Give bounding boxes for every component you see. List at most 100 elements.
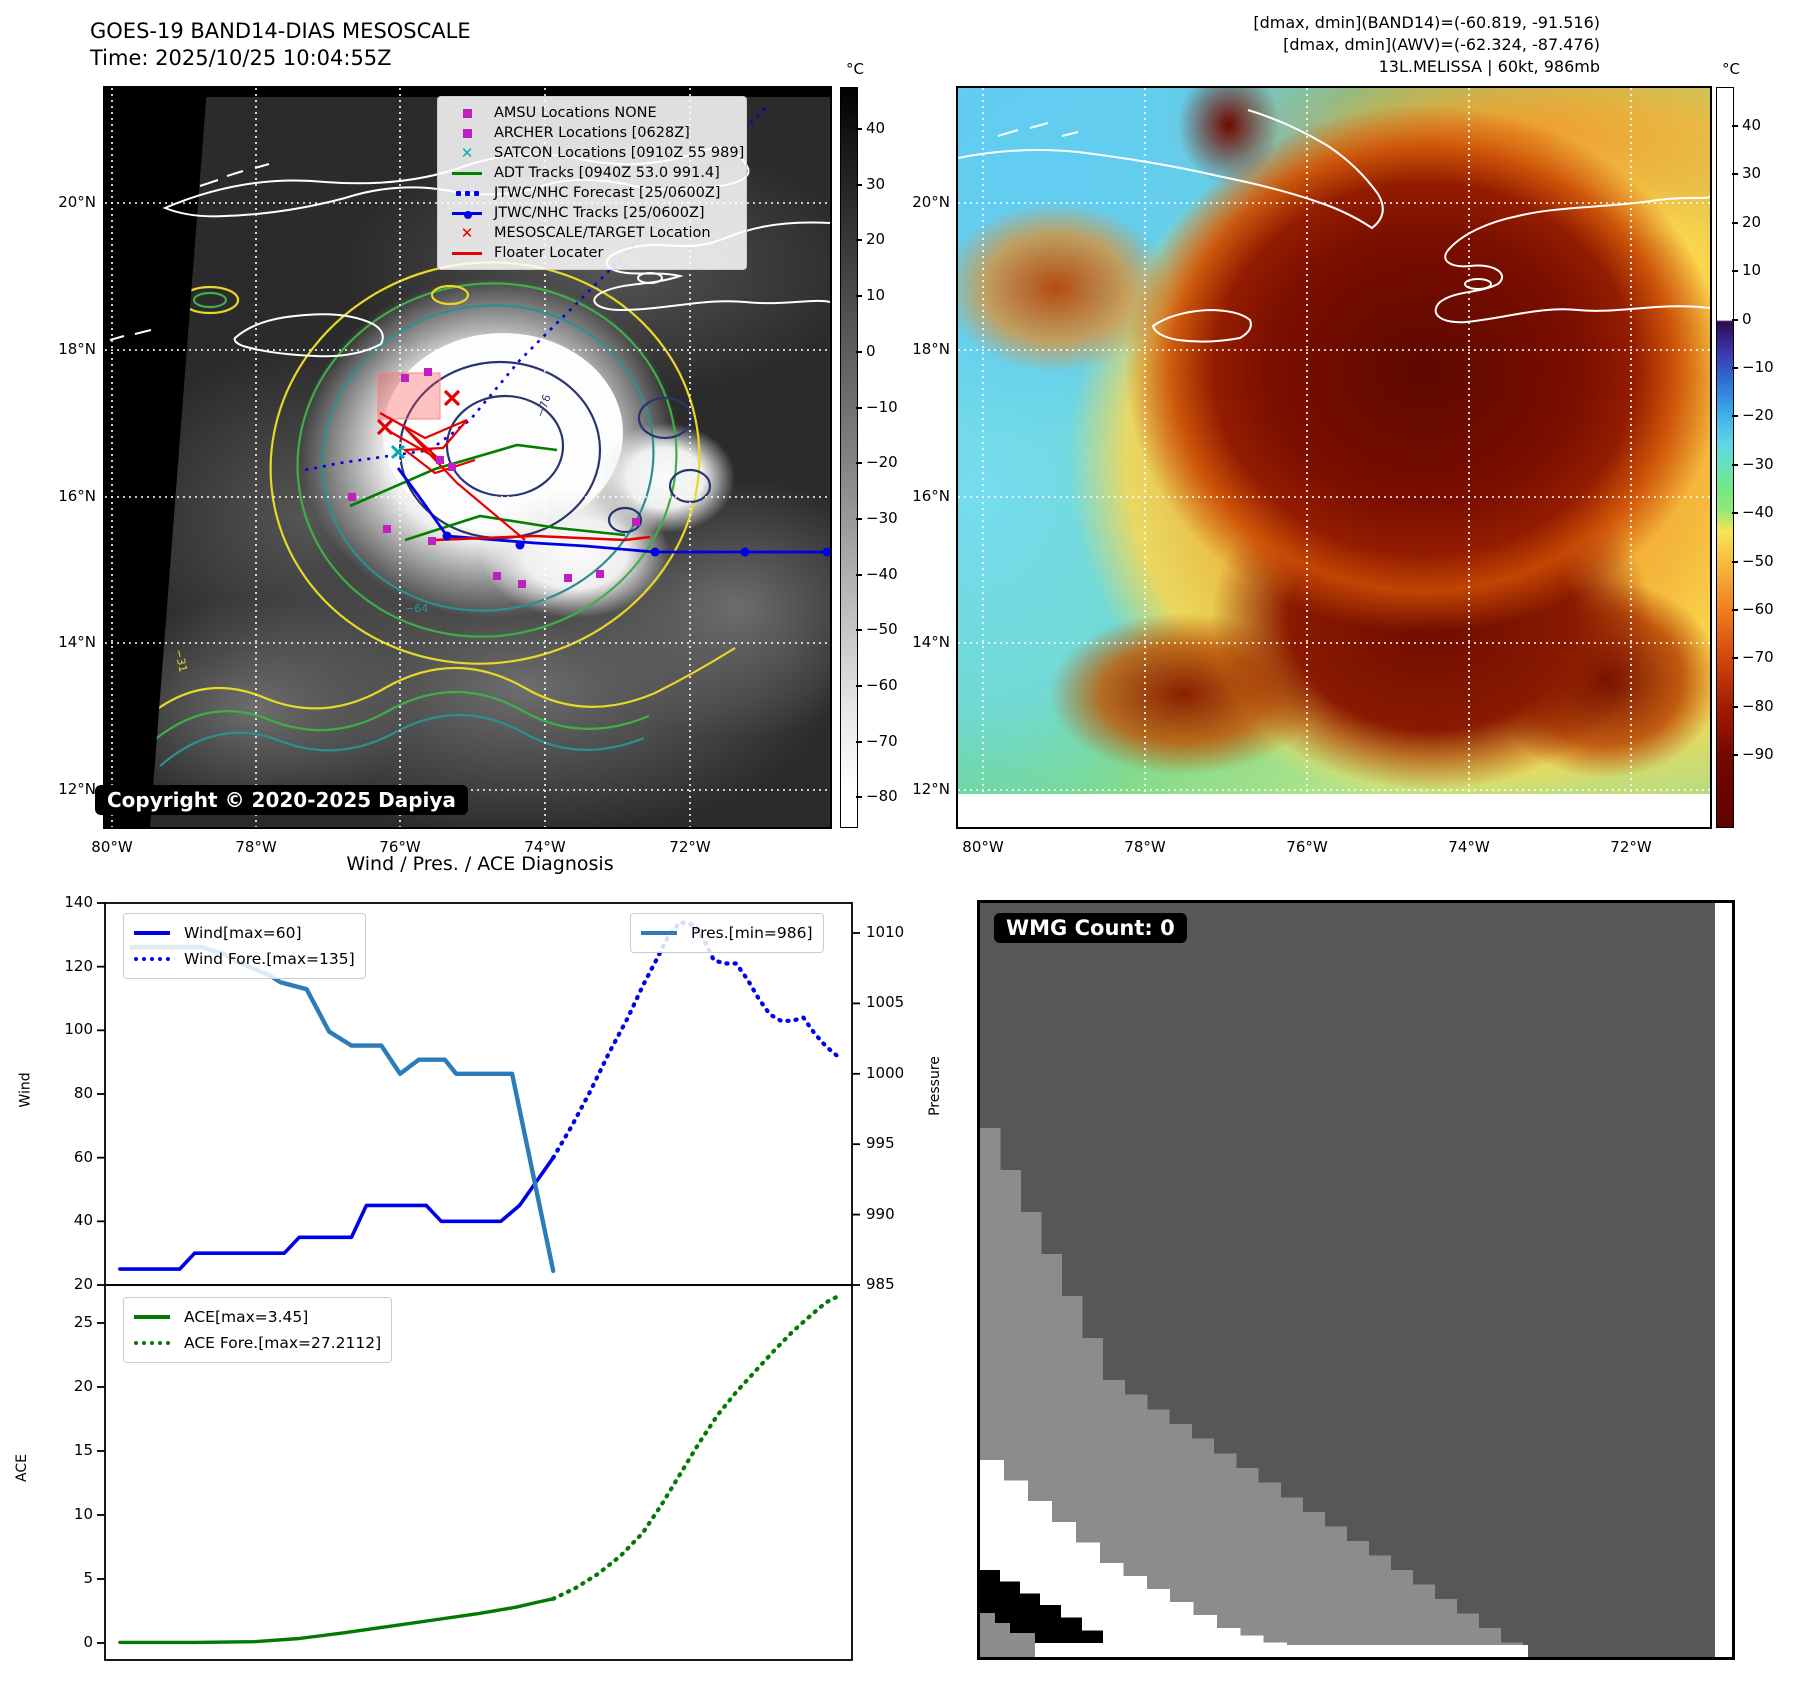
- awv-cbar-tick: 10: [1742, 261, 1762, 280]
- wind-ytick: 60: [73, 1147, 93, 1166]
- legend-row-amsu: AMSU Locations NONE: [448, 103, 736, 123]
- goes-cbar-tick-mark: [856, 128, 862, 130]
- awv-cbar-tick-mark: [1732, 415, 1738, 418]
- wind-ytick: 120: [64, 956, 93, 975]
- ace-fore-dotted-icon: [134, 1341, 174, 1345]
- charts-title: Wind / Pres. / ACE Diagnosis: [346, 853, 614, 875]
- satcon-marker: [390, 444, 406, 460]
- awv-cbar-tick: −50: [1742, 551, 1774, 570]
- awv-cbar-tick: −90: [1742, 745, 1774, 764]
- goes-cbar-tick-mark: [856, 517, 862, 520]
- awv-map-art: [958, 88, 1710, 827]
- lon-tick-left: 76°W: [379, 838, 421, 856]
- awv-cbar-tick: 20: [1742, 212, 1762, 231]
- legend-row-ace-fore: ACE Fore.[max=27.2112]: [134, 1330, 381, 1356]
- awv-cbar-tick-mark: [1732, 318, 1738, 321]
- awv-colorbar-unit: °C: [1722, 60, 1740, 78]
- goes-band14-map[interactable]: −76 −64 −31: [103, 86, 832, 829]
- lat-tick-right: 18°N: [912, 340, 950, 358]
- goes-cbar-tick: 10: [866, 286, 886, 305]
- awv-cbar-tick-mark: [1732, 754, 1738, 757]
- goes-cbar-tick-mark: [856, 629, 862, 632]
- adt-track: [349, 443, 558, 508]
- goes-cbar-tick: 20: [866, 230, 886, 249]
- goes-cbar-tick-mark: [856, 295, 862, 298]
- floater-line-icon: [448, 251, 486, 255]
- lat-tick-left: 16°N: [58, 487, 96, 505]
- series-ace-fore-max-: [551, 1292, 843, 1601]
- pressure-ytick: 990: [866, 1204, 895, 1223]
- awv-cbar-tick-mark: [1732, 221, 1738, 224]
- legend-row-pres: Pres.[min=986]: [641, 920, 813, 946]
- goes-map-legend: AMSU Locations NONE ARCHER Locations [06…: [437, 96, 747, 270]
- ace-line-icon: [134, 1315, 174, 1319]
- legend-row-satcon: ✕ SATCON Locations [0910Z 55 989]: [448, 143, 745, 163]
- lon-tick-left: 80°W: [91, 838, 133, 856]
- forecast-dotted-icon: [448, 190, 486, 196]
- dmax-awv: [dmax, dmin](AWV)=(-62.324, -87.476): [1283, 35, 1600, 54]
- pressure-ytick: 1005: [866, 993, 905, 1012]
- lat-tick-left: 18°N: [58, 340, 96, 358]
- awv-color-map[interactable]: [956, 86, 1712, 829]
- awv-cbar-tick: −40: [1742, 503, 1774, 522]
- pressure-ytick: 1000: [866, 1063, 905, 1082]
- goes-cbar-tick: −80: [866, 787, 898, 806]
- wmg-panel[interactable]: [977, 900, 1735, 1660]
- goes-cbar-tick: 40: [866, 119, 886, 137]
- wind-ytick: 100: [64, 1020, 93, 1039]
- awv-cbar-tick-mark: [1732, 463, 1738, 466]
- legend-row-adt: ADT Tracks [0940Z 53.0 991.4]: [448, 163, 736, 183]
- contour-label-mid: −64: [405, 602, 428, 615]
- pressure-ytick: 985: [866, 1275, 895, 1293]
- legend-row-forecast: JTWC/NHC Forecast [25/0600Z]: [448, 183, 736, 203]
- satcon-x-icon: ✕: [460, 144, 474, 162]
- amsu-square-icon: [448, 108, 486, 118]
- lat-tick-right: 12°N: [912, 780, 950, 798]
- legend-row-wind-fore: Wind Fore.[max=135]: [134, 946, 355, 972]
- awv-cbar-tick: −30: [1742, 454, 1774, 473]
- goes-cbar-tick-mark: [856, 183, 862, 186]
- wind-axis-label: Wind: [17, 1072, 34, 1108]
- pres-line-icon: [641, 931, 681, 935]
- ace-axis-label: ACE: [13, 1454, 30, 1482]
- awv-header-block: [dmax, dmin](BAND14)=(-60.819, -91.516) …: [1253, 12, 1600, 78]
- legend-row-archer: ARCHER Locations [0628Z]: [448, 123, 736, 143]
- legend-row-floater: Floater Locater: [448, 243, 736, 263]
- lon-tick-right: 72°W: [1610, 838, 1652, 856]
- wind-ytick: 80: [73, 1084, 93, 1102]
- series-ace-max-: [118, 1597, 555, 1645]
- pressure-ytick: 1010: [866, 923, 905, 941]
- ace-ytick: 0: [83, 1633, 93, 1651]
- lat-tick-left: 14°N: [58, 633, 96, 651]
- copyright-badge: Copyright © 2020-2025 Dapiya: [95, 785, 468, 815]
- legend-row-wind: Wind[max=60]: [134, 920, 355, 946]
- ace-ytick: 20: [73, 1377, 93, 1395]
- lon-tick-right: 74°W: [1448, 838, 1490, 856]
- wind-ytick: 140: [64, 893, 93, 911]
- mesoscale-target-markers: [376, 389, 461, 436]
- lat-tick-right: 16°N: [912, 487, 950, 505]
- ace-ytick: 5: [83, 1569, 93, 1587]
- ace-ytick: 15: [73, 1441, 93, 1459]
- wind-ytick: 20: [73, 1275, 93, 1293]
- awv-cbar-tick: 0: [1742, 309, 1752, 328]
- storm-id: 13L.MELISSA | 60kt, 986mb: [1378, 57, 1600, 76]
- awv-cbar-tick: −80: [1742, 696, 1774, 715]
- lon-tick-right: 80°W: [962, 838, 1004, 856]
- goes-cbar-tick: −50: [866, 620, 898, 639]
- goes-cbar-tick: −10: [866, 397, 898, 416]
- goes-cbar-tick-mark: [856, 462, 862, 465]
- goes-cbar-tick: 30: [866, 174, 886, 193]
- lat-tick-right: 14°N: [912, 633, 950, 651]
- adt-line-icon: [448, 171, 486, 175]
- awv-cbar-tick-mark: [1732, 657, 1738, 660]
- tracks: [304, 107, 830, 554]
- jtwc-track-dots: [442, 531, 830, 557]
- awv-cbar-tick-mark: [1732, 705, 1738, 708]
- lon-tick-right: 78°W: [1124, 838, 1166, 856]
- graticule: [958, 88, 1710, 794]
- ace-ytick: 10: [73, 1505, 93, 1523]
- awv-cbar-tick-mark: [1732, 367, 1738, 369]
- wind-line-icon: [134, 931, 174, 935]
